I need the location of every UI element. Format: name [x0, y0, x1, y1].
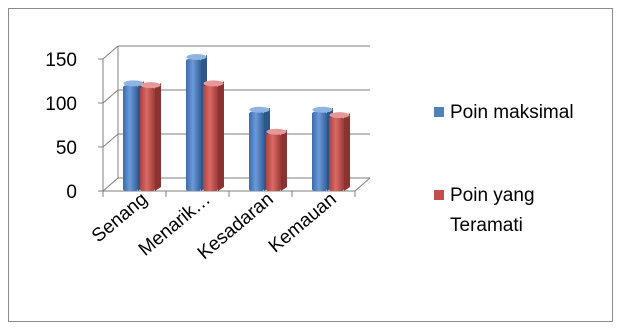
bar-side: [344, 113, 350, 191]
bar-top: [123, 80, 144, 87]
bar-front: [203, 85, 218, 191]
legend-swatch: [434, 107, 444, 117]
bar-top: [312, 106, 333, 113]
bar-front: [186, 59, 201, 191]
gridline-depth: [102, 89, 119, 104]
bar-poin-yang-teramati: [329, 112, 350, 191]
bar-front: [249, 111, 264, 191]
legend-label: Poin maksimal: [450, 102, 574, 123]
bar-top: [329, 112, 350, 119]
bar-top: [140, 82, 161, 89]
bar-front: [329, 117, 344, 191]
bar-top: [186, 54, 207, 60]
chart-frame: [8, 8, 613, 322]
bar-side: [155, 83, 161, 191]
legend-swatch: [434, 190, 444, 200]
bar-side: [218, 81, 224, 191]
gridline-depth: [102, 177, 119, 192]
gridline-depth: [102, 45, 119, 60]
bar-poin-yang-teramati: [203, 80, 224, 191]
bar-front: [123, 85, 138, 191]
bar-front: [140, 87, 155, 191]
y-tick-label: 100: [45, 94, 77, 115]
bar-front: [312, 111, 327, 191]
bar-side: [281, 129, 287, 191]
bar-front: [266, 133, 281, 191]
bars: [123, 54, 350, 191]
legend-label: Poin yang: [450, 185, 535, 206]
legend: Poin maksimal Poin yang Teramati: [434, 102, 574, 236]
bar-top: [266, 128, 287, 135]
y-tick-label: 50: [56, 138, 77, 159]
y-axis-ticks: 0 50 100 150: [45, 50, 103, 203]
legend-item: Poin maksimal: [434, 102, 574, 123]
bar-poin-yang-teramati: [140, 82, 161, 191]
gridline-depth: [102, 133, 119, 148]
y-tick-label: 150: [45, 50, 77, 71]
x-tick-label: Kemauan: [265, 189, 341, 257]
bar-poin-yang-teramati: [266, 128, 287, 191]
legend-item: Poin yang Teramati: [434, 185, 535, 236]
legend-label: Teramati: [450, 215, 523, 236]
y-tick-label: 0: [66, 182, 77, 203]
bar-top: [249, 106, 270, 113]
floor-right-edge: [354, 177, 371, 192]
bar-top: [203, 80, 224, 87]
